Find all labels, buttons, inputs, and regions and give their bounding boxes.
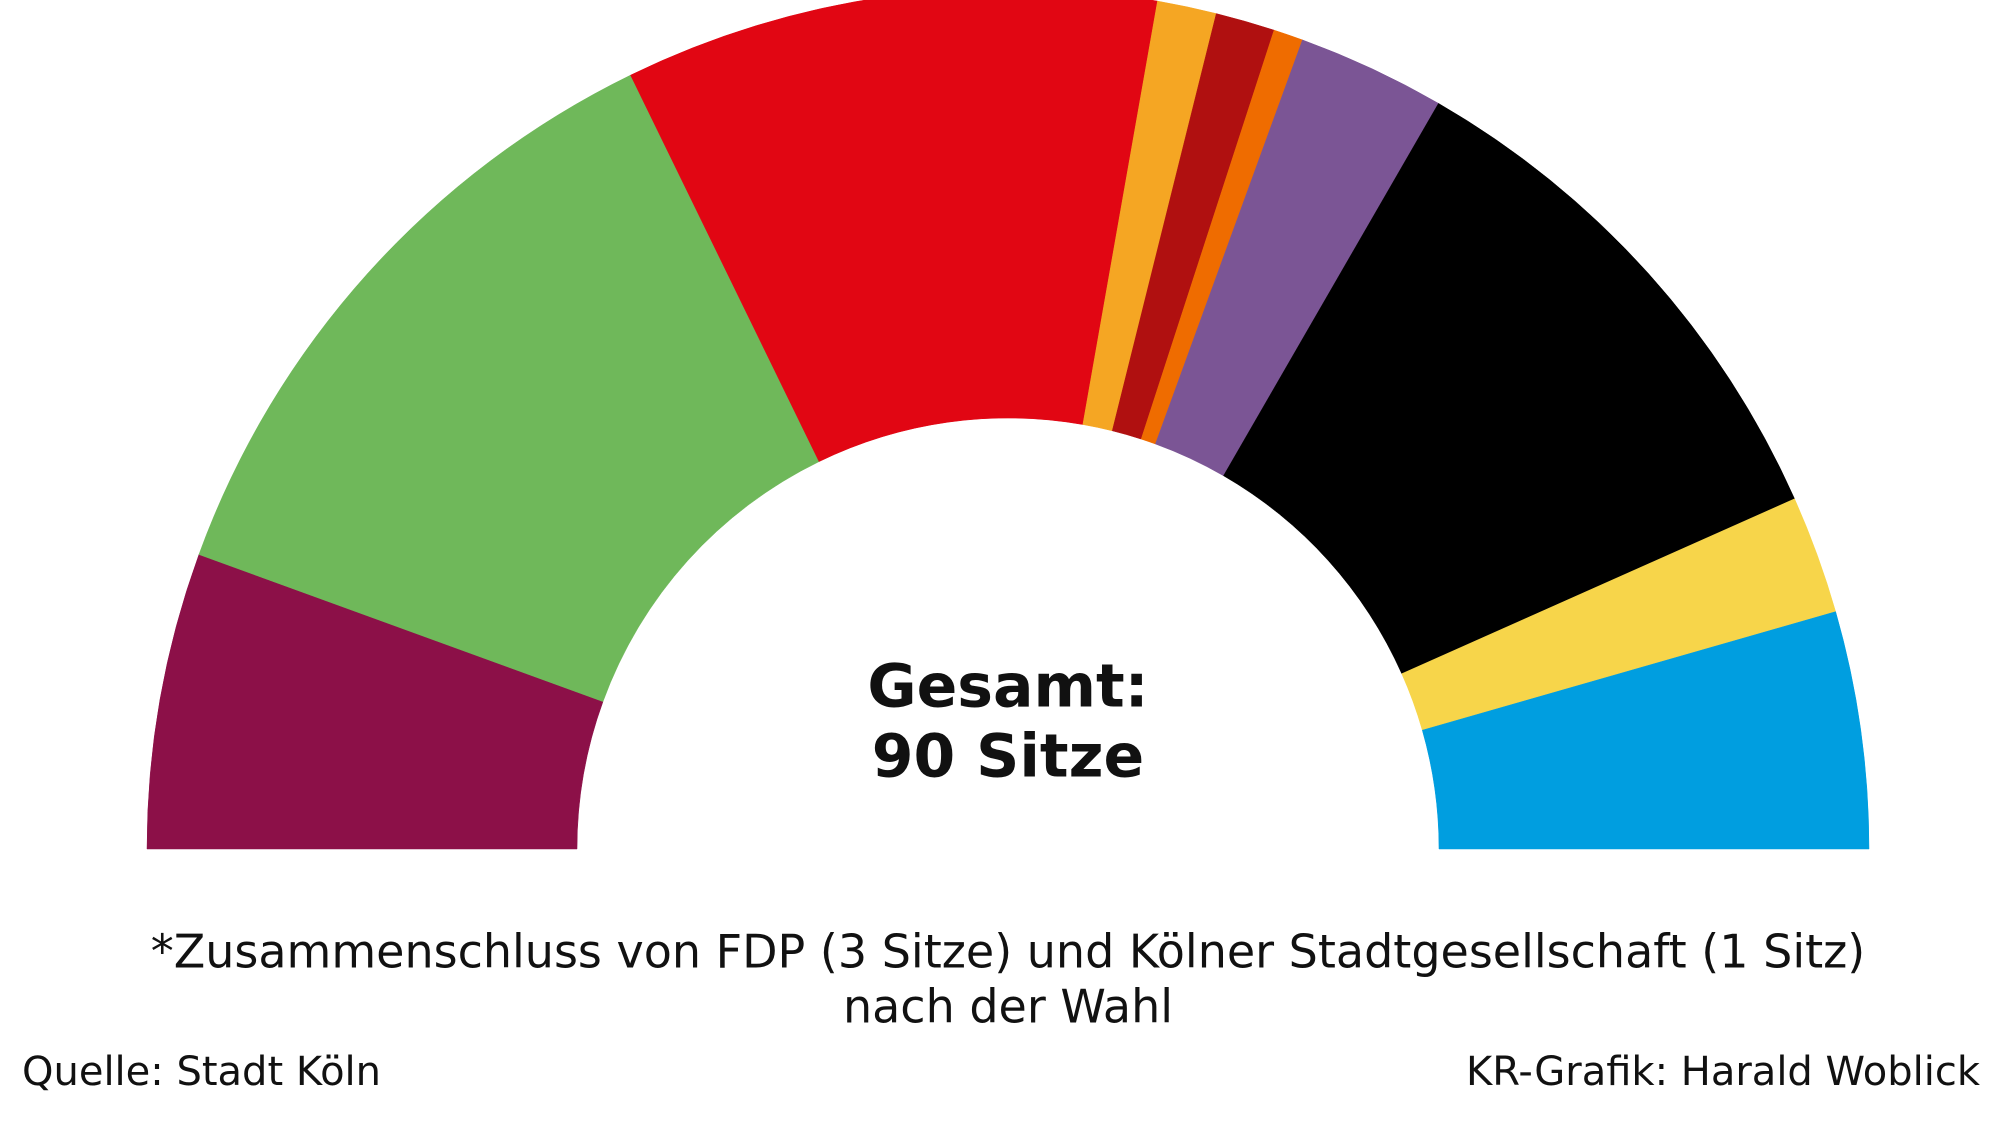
credit: KR-Grafik: Harald Woblick — [1466, 1049, 1981, 1095]
wedge — [1223, 103, 1795, 675]
wedges — [146, 0, 1870, 850]
footnote: nach der Wahl — [843, 980, 1173, 1034]
center-value: 90 Sitze — [872, 722, 1144, 792]
center-label: Gesamt: — [867, 652, 1148, 722]
wedge — [146, 554, 604, 850]
wedge — [630, 0, 1158, 462]
footnote: *Zusammenschluss von FDP (3 Sitze) und K… — [151, 925, 1866, 979]
wedge — [198, 74, 820, 702]
wedge — [1421, 611, 1870, 850]
source: Quelle: Stadt Köln — [22, 1049, 381, 1095]
